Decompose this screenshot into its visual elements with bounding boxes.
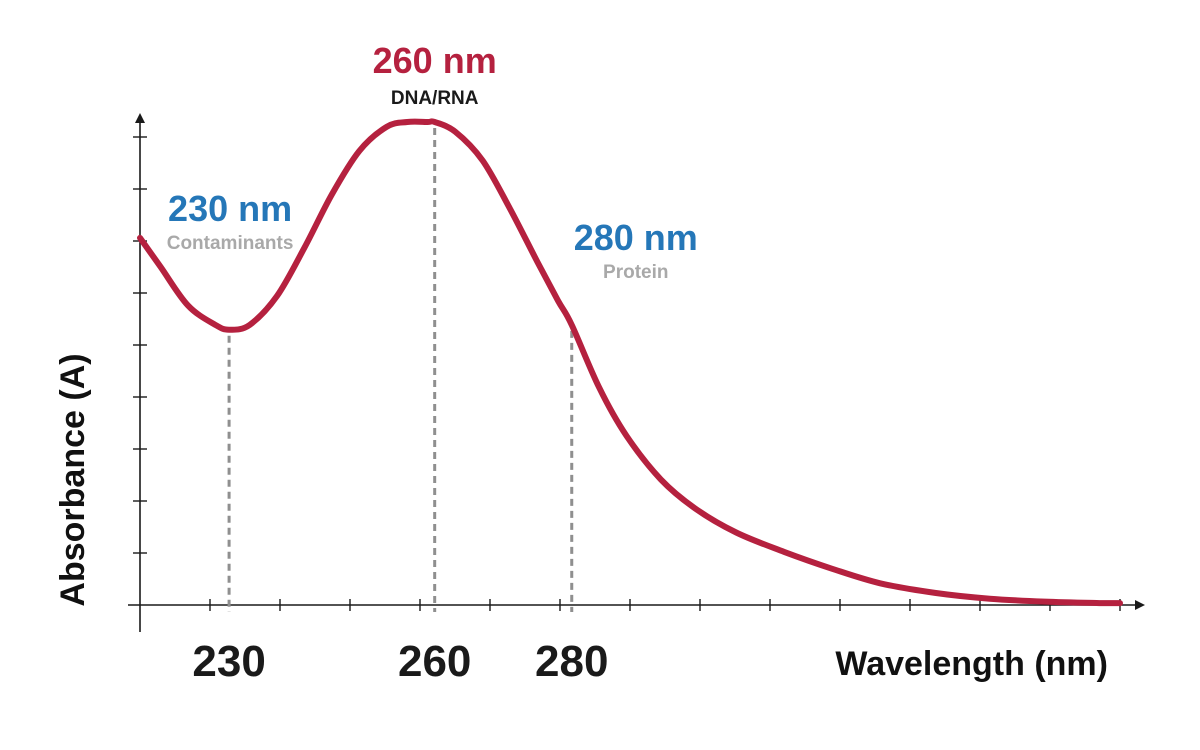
peak-sublabel: DNA/RNA bbox=[391, 88, 479, 109]
x-axis-title: Wavelength (nm) bbox=[835, 645, 1108, 683]
x-tick-label: 280 bbox=[535, 637, 608, 686]
peak-sublabel: Protein bbox=[603, 262, 668, 283]
peak-label: 260 nm bbox=[373, 40, 497, 81]
peak-annotations: 230 nm Contaminants 260 nm DNA/RNA 280 nm Pro… bbox=[167, 40, 698, 283]
peak-label: 230 nm bbox=[168, 188, 292, 229]
x-tick-labels: 230 260 280 bbox=[192, 637, 608, 686]
x-tick-label: 230 bbox=[192, 637, 265, 686]
x-tick-label: 260 bbox=[398, 637, 471, 686]
absorbance-curve bbox=[137, 118, 1123, 607]
peak-label: 280 nm bbox=[574, 217, 698, 258]
peak-sublabel: Contaminants bbox=[167, 233, 294, 254]
peak-drop-lines bbox=[227, 128, 574, 612]
y-axis-title: Absorbance (A) bbox=[54, 353, 92, 606]
axes bbox=[128, 113, 1145, 632]
